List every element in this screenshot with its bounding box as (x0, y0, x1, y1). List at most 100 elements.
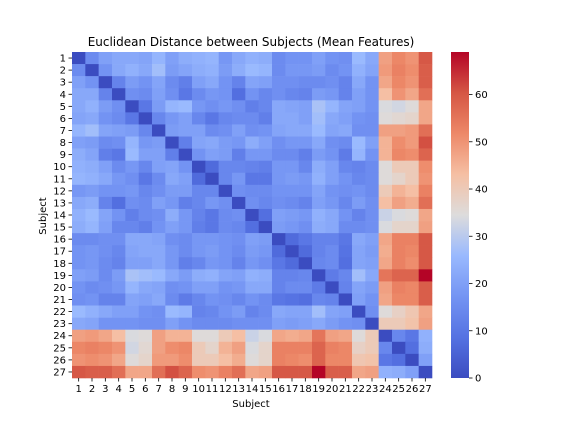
heatmap-cell-r15-c20 (325, 221, 339, 234)
heatmap-cell-r5-c3 (98, 100, 113, 113)
heatmap-cell-r17-c9 (178, 245, 193, 258)
heatmap-cell-r18-c8 (165, 257, 179, 270)
heatmap-cell-r4-c10 (192, 88, 206, 101)
x-tick-label: 19 (312, 384, 325, 395)
heatmap-cell-r1-c7 (152, 52, 166, 65)
heatmap-cell-r9-c6 (138, 148, 153, 161)
heatmap-cell-r5-c24 (378, 100, 393, 113)
heatmap-cell-r4-c3 (98, 88, 113, 101)
heatmap-cell-r12-c25 (392, 184, 406, 198)
heatmap-cell-r2-c5 (125, 64, 139, 77)
heatmap-cell-r20-c7 (152, 281, 166, 294)
heatmap-cell-r3-c24 (378, 76, 393, 89)
heatmap-cell-r19-c7 (152, 269, 166, 282)
heatmap-cell-r13-c5 (125, 196, 139, 210)
y-tick-label: 3 (60, 78, 66, 89)
heatmap-cell-r17-c26 (405, 245, 419, 258)
heatmap-cell-r12-c17 (285, 184, 299, 198)
heatmap-cell-r7-c17 (285, 124, 299, 137)
heatmap-cell-r22-c10 (192, 305, 206, 318)
heatmap-cell-r17-c2 (85, 245, 99, 258)
heatmap-cell-r14-c22 (352, 208, 366, 222)
heatmap-cell-r22-c15 (258, 305, 273, 318)
heatmap-cell-r8-c13 (232, 136, 246, 149)
heatmap-cell-r6-c17 (285, 112, 299, 125)
heatmap-cell-r26-c25 (392, 353, 406, 367)
heatmap-cell-r15-c26 (405, 221, 419, 234)
heatmap-cell-r17-c14 (245, 245, 259, 258)
heatmap-cell-r4-c17 (285, 88, 299, 101)
heatmap-cell-r9-c8 (165, 148, 179, 161)
heatmap-cell-r27-c15 (258, 365, 273, 379)
heatmap-cell-r16-c11 (205, 233, 219, 246)
colorbar-tick-label: 0 (475, 374, 481, 385)
x-tick-label: 11 (206, 384, 219, 395)
heatmap-cell-r27-c4 (112, 365, 126, 379)
heatmap-cell-r2-c3 (98, 64, 113, 77)
heatmap-cell-r4-c24 (378, 88, 393, 101)
heatmap-cell-r21-c9 (178, 293, 193, 306)
heatmap-cell-r10-c15 (258, 160, 273, 174)
x-tick-label: 26 (406, 384, 419, 395)
heatmap-cell-r6-c21 (338, 112, 353, 125)
colorbar-tick-label: 60 (475, 90, 488, 101)
heatmap-cell-r25-c27 (418, 341, 433, 355)
heatmap-cell-r13-c10 (192, 196, 206, 210)
heatmap-cell-r23-c17 (285, 317, 299, 330)
heatmap-cell-r16-c7 (152, 233, 166, 246)
heatmap-cell-r11-c26 (405, 172, 419, 186)
heatmap-cell-r15-c18 (298, 221, 313, 234)
heatmap-cell-r2-c14 (245, 64, 259, 77)
heatmap-cell-r7-c15 (258, 124, 273, 137)
heatmap-cell-r7-c6 (138, 124, 153, 137)
heatmap-cell-r1-c12 (218, 52, 233, 65)
heatmap-cell-r12-c13 (232, 184, 246, 198)
heatmap-cell-r1-c26 (405, 52, 419, 65)
heatmap-cell-r5-c19 (312, 100, 326, 113)
heatmap-cell-r7-c11 (205, 124, 219, 137)
heatmap-cell-r26-c14 (245, 353, 259, 367)
heatmap-cell-r15-c27 (418, 221, 433, 234)
heatmap-cell-r4-c8 (165, 88, 179, 101)
heatmap-cell-r3-c6 (138, 76, 153, 89)
heatmap-cell-r26-c27 (418, 353, 433, 367)
heatmap-cell-r21-c19 (312, 293, 326, 306)
y-tick-label: 24 (53, 331, 66, 342)
heatmap-cell-r27-c6 (138, 365, 153, 379)
heatmap-cell-r22-c5 (125, 305, 139, 318)
heatmap-cell-r15-c9 (178, 221, 193, 234)
heatmap-cell-r6-c10 (192, 112, 206, 125)
heatmap-cell-r23-c25 (392, 317, 406, 330)
heatmap-cell-r7-c20 (325, 124, 339, 137)
heatmap-cell-r7-c18 (298, 124, 313, 137)
x-tick-label: 24 (379, 384, 392, 395)
heatmap-cell-r1-c23 (365, 52, 379, 65)
heatmap-cell-r12-c12 (218, 184, 233, 198)
heatmap-cell-r15-c21 (338, 221, 353, 234)
heatmap-cell-r19-c11 (205, 269, 219, 282)
heatmap-cell-r18-c2 (85, 257, 99, 270)
heatmap-cell-r18-c27 (418, 257, 433, 270)
heatmap-cell-r9-c9 (178, 148, 193, 161)
heatmap-cell-r14-c1 (72, 208, 86, 222)
heatmap-cell-r10-c16 (272, 160, 286, 174)
heatmap-cell-r5-c13 (232, 100, 246, 113)
heatmap-cell-r13-c17 (285, 196, 299, 210)
heatmap-cell-r24-c22 (352, 329, 366, 343)
heatmap-cell-r14-c18 (298, 208, 313, 222)
heatmap-cell-r10-c10 (192, 160, 206, 174)
heatmap-cell-r15-c5 (125, 221, 139, 234)
heatmap-cell-r5-c26 (405, 100, 419, 113)
heatmap-cell-r1-c2 (85, 52, 99, 65)
heatmap-cell-r15-c4 (112, 221, 126, 234)
heatmap-cell-r8-c4 (112, 136, 126, 149)
y-tick-label: 5 (60, 102, 66, 113)
heatmap-cell-r23-c14 (245, 317, 259, 330)
heatmap-cell-r17-c18 (298, 245, 313, 258)
heatmap-cell-r7-c19 (312, 124, 326, 137)
y-tick-label: 7 (60, 126, 66, 137)
heatmap-cell-r1-c5 (125, 52, 139, 65)
heatmap-cell-r16-c21 (338, 233, 353, 246)
heatmap-cell-r22-c26 (405, 305, 419, 318)
heatmap-cell-r4-c7 (152, 88, 166, 101)
